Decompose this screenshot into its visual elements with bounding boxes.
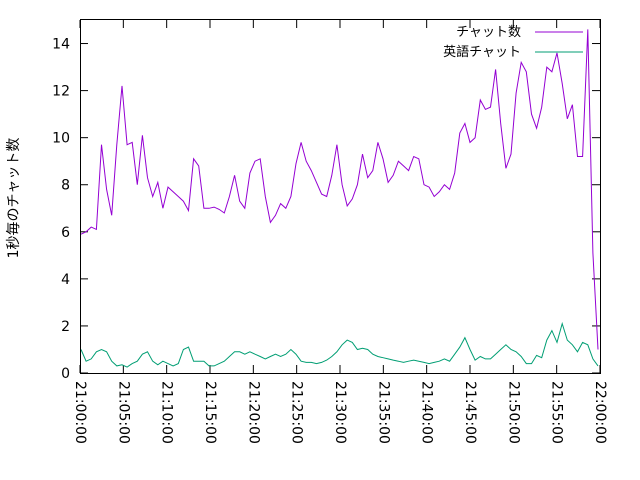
y-tick-label: 2 [61, 319, 70, 335]
y-tick-label: 12 [52, 84, 70, 100]
plot-frame [80, 19, 601, 374]
x-tick-label: 21:25:00 [289, 381, 305, 444]
x-tick-label: 21:35:00 [375, 381, 391, 444]
y-tick-label: 0 [61, 366, 70, 382]
legend-label-series-1: 英語チャット [443, 44, 521, 60]
x-tick-label: 21:40:00 [419, 381, 435, 444]
x-tick-label: 21:00:00 [72, 381, 88, 444]
x-tick-label: 21:50:00 [505, 381, 521, 444]
y-tick-label: 8 [61, 178, 70, 194]
x-tick-label: 21:15:00 [202, 381, 218, 444]
y-axis-ticks: 0 2 4 6 8 10 12 14 [52, 37, 600, 382]
x-tick-label: 21:20:00 [245, 381, 261, 444]
series-line-0 [80, 29, 599, 350]
x-tick-label: 22:00:00 [592, 381, 608, 444]
y-tick-label: 4 [61, 272, 70, 288]
x-tick-label: 21:10:00 [159, 381, 175, 444]
x-tick-label: 21:05:00 [115, 381, 131, 444]
x-tick-label: 21:55:00 [549, 381, 565, 444]
y-tick-label: 14 [52, 37, 70, 53]
y-tick-label: 10 [52, 131, 70, 147]
series-lines [80, 29, 599, 368]
legend-label-series-0: チャット数 [456, 25, 521, 40]
x-tick-label: 21:45:00 [462, 381, 478, 444]
y-tick-label: 6 [61, 225, 70, 241]
y-axis-label: 1秒毎のチャット数 [6, 138, 22, 259]
series-line-1 [80, 321, 599, 368]
x-tick-label: 21:30:00 [332, 381, 348, 444]
legend: チャット数 英語チャット [443, 25, 583, 60]
